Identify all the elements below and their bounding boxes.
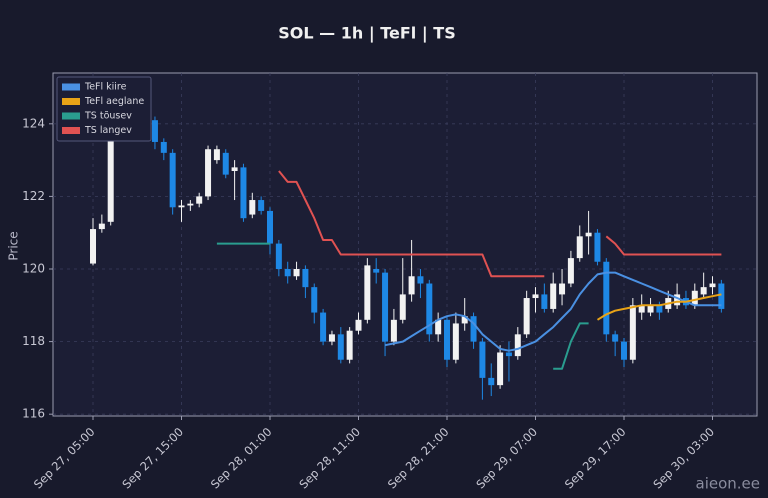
candle-body [621,341,627,360]
candle-body [293,269,300,277]
candle-body [567,258,574,284]
candle-body [311,287,318,313]
candle-body [691,290,698,306]
indicator-line [596,293,722,321]
legend-label: TS langev [84,125,132,136]
candle-body [514,334,521,357]
y-tick-label: 118 [22,334,45,348]
candle-body [718,283,725,309]
indicator-line [278,170,722,278]
candle-body [169,152,176,208]
candle-body [612,334,619,342]
y-tick-label: 120 [22,262,45,276]
x-tick-label: Sep 28, 01:00 [208,425,275,492]
x-tick-label: Sep 28, 21:00 [385,425,452,492]
candle-body [505,352,512,357]
candle-body [373,269,380,273]
candle-body [541,294,548,309]
candle-body [355,319,362,331]
candle-body [231,167,238,171]
candle-body [275,243,282,269]
candle-body [213,149,220,161]
candle-body [461,316,468,324]
candle-body [151,120,158,142]
candle-body [284,269,291,277]
candle-body [479,341,486,378]
candle-body [444,319,450,360]
candle-body [426,283,433,335]
candle-body [399,294,406,320]
legend-box [56,76,152,142]
candle-body [470,316,477,342]
candle-body [656,305,663,313]
chart-title: SOL — 1h | TeFl | TS [278,24,455,44]
candle-body [222,152,229,175]
candle-body [603,261,610,335]
legend-label: TeFl kiire [84,82,127,93]
candle-body [532,294,539,299]
x-tick-label: Sep 29, 17:00 [562,425,629,492]
candle-body [240,167,247,219]
candle-body [647,305,654,313]
candle-body [629,305,636,360]
candle-body [267,210,273,244]
x-tick-label: Sep 29, 07:00 [473,425,540,492]
candle-body [160,141,167,153]
plot-area [52,72,758,417]
y-tick-label: 124 [22,116,45,130]
legend-swatch [62,83,80,91]
candle-body [435,319,442,335]
y-tick-label: 116 [22,407,45,421]
candle-body [205,149,212,197]
candle-body [178,205,185,208]
candle-body [559,283,566,295]
candle-body [302,269,309,288]
candle-body [585,232,592,237]
x-tick-label: Sep 27, 05:00 [31,425,98,492]
legend-swatch [62,112,80,120]
candle-body [249,200,256,215]
y-axis-label: Price [7,231,21,260]
candle-body [488,377,495,386]
candle-body [90,229,96,264]
y-tick-label: 122 [22,189,45,203]
candle-body [523,298,530,335]
candle-body [497,352,504,386]
candle-body [187,203,194,206]
legend-label: TS tõusev [84,111,132,122]
candle-body [417,276,424,284]
candle-body [700,287,707,295]
candle-body [709,283,716,288]
indicator-line [384,271,722,352]
candle-body [258,200,265,211]
candle-body [364,265,371,320]
candle-body [390,319,397,342]
candle-body [328,334,335,342]
candle-body [320,312,327,342]
candle-body [550,283,557,309]
candle-body [408,276,415,295]
candle-body [452,323,459,360]
indicator-line [216,242,589,370]
candle-body [346,330,353,360]
candle-body [337,334,344,360]
legend-swatch [62,127,80,134]
x-tick-label: Sep 27, 15:00 [119,425,186,492]
candle-body [107,123,114,222]
candle-body [196,196,203,204]
candle-body [638,305,645,313]
candle-body [594,232,601,262]
candle-body [98,223,105,230]
candle-body [576,236,583,259]
legend-swatch [62,98,80,105]
candle-body [382,272,389,342]
candle-body [674,294,681,306]
legend-label: TeFl aeglane [84,96,144,107]
x-tick-label: Sep 28, 11:00 [296,425,363,492]
watermark: aieon.ee [696,475,761,493]
